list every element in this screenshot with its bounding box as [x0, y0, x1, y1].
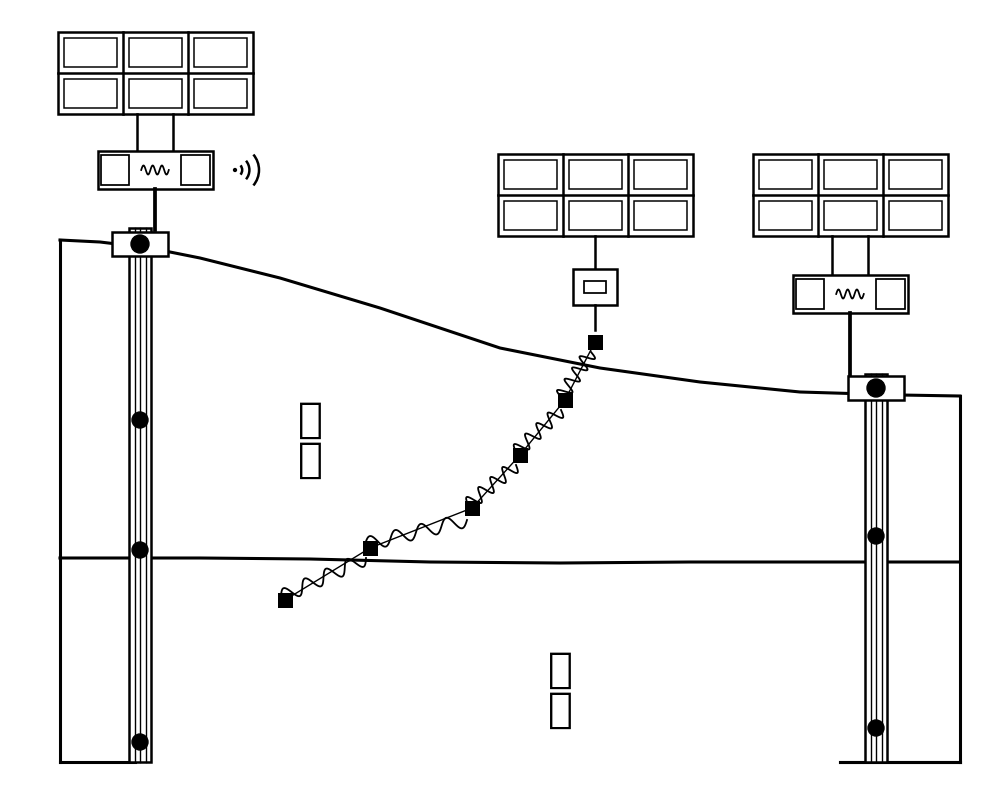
Bar [100, 155, 129, 185]
Circle shape [868, 528, 884, 544]
Bar [112, 232, 168, 256]
Circle shape [132, 542, 148, 558]
Bar [753, 154, 948, 236]
Bar [181, 155, 210, 185]
Bar [759, 201, 812, 230]
Bar [584, 281, 606, 293]
Bar [194, 79, 246, 108]
Bar [128, 38, 182, 67]
Bar [128, 79, 182, 108]
Bar [824, 160, 876, 189]
Bar [504, 160, 556, 189]
Bar [876, 279, 904, 309]
Circle shape [132, 412, 148, 428]
Circle shape [132, 734, 148, 750]
Bar [889, 160, 942, 189]
Bar [634, 160, 686, 189]
Bar [865, 374, 887, 762]
Bar [498, 154, 692, 236]
Bar [889, 201, 942, 230]
Bar [796, 279, 824, 309]
Text: 体: 体 [298, 439, 322, 481]
Bar [278, 592, 292, 607]
Bar [129, 228, 151, 762]
Bar [504, 201, 556, 230]
Bar [568, 160, 622, 189]
Circle shape [867, 379, 885, 397]
Bar [568, 201, 622, 230]
Bar [464, 501, 480, 516]
Bar [64, 38, 116, 67]
Bar [194, 38, 246, 67]
Bar [362, 540, 378, 556]
Text: 滑: 滑 [298, 399, 322, 441]
Bar [573, 269, 617, 305]
Text: 岩: 岩 [548, 689, 572, 731]
Bar [558, 392, 572, 408]
Text: 基: 基 [548, 649, 572, 691]
Circle shape [131, 235, 149, 253]
Bar [792, 275, 908, 313]
Bar [824, 201, 876, 230]
Bar [759, 160, 812, 189]
Bar [634, 201, 686, 230]
Bar [848, 376, 904, 400]
Bar [98, 151, 212, 189]
Bar [64, 79, 116, 108]
Bar [58, 32, 252, 114]
Circle shape [234, 169, 236, 171]
Bar [588, 334, 602, 349]
Circle shape [868, 720, 884, 736]
Bar [512, 447, 528, 462]
